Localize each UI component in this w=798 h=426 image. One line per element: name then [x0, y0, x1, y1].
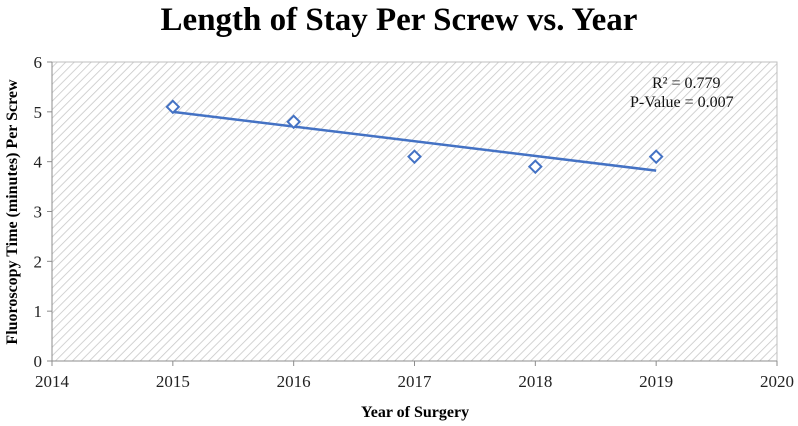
y-tick-label-6: 6: [34, 53, 43, 72]
data-point-2019: [648, 149, 664, 165]
trendline: [172, 110, 657, 172]
x-tick-label-2018: 2018: [518, 372, 552, 391]
p-value-label: P-Value = 0.007: [630, 94, 734, 111]
y-tick-label-2: 2: [34, 252, 43, 271]
data-points: [165, 99, 664, 175]
x-tick-label-2016: 2016: [277, 372, 311, 391]
y-tick-label-1: 1: [34, 302, 43, 321]
x-tick-label-2015: 2015: [156, 372, 190, 391]
chart-title: Length of Stay Per Screw vs. Year: [161, 2, 638, 38]
x-tick-group: 2014 2015 2016 2017 2018 2019 2020: [35, 361, 794, 391]
data-point-2018: [527, 159, 543, 175]
data-point-2016: [286, 114, 302, 130]
y-tick-group: 0 1 2 3 4 5 6: [34, 53, 52, 371]
x-tick-label-2019: 2019: [639, 372, 673, 391]
y-tick-label-3: 3: [34, 203, 43, 222]
y-tick-label-4: 4: [34, 153, 43, 172]
x-axis-title: Year of Surgery: [361, 404, 469, 421]
data-point-2015: [165, 99, 181, 115]
x-tick-label-2020: 2020: [760, 372, 794, 391]
y-tick-label-5: 5: [34, 103, 43, 122]
r-squared-label: R² = 0.779: [652, 75, 721, 92]
y-tick-label-0: 0: [34, 352, 43, 371]
data-point-2017: [407, 149, 422, 165]
y-axis-title: Fluoroscopy Time (minutes) Per Screw: [4, 79, 21, 345]
x-tick-label-2014: 2014: [35, 372, 70, 391]
x-tick-label-2017: 2017: [398, 372, 433, 391]
